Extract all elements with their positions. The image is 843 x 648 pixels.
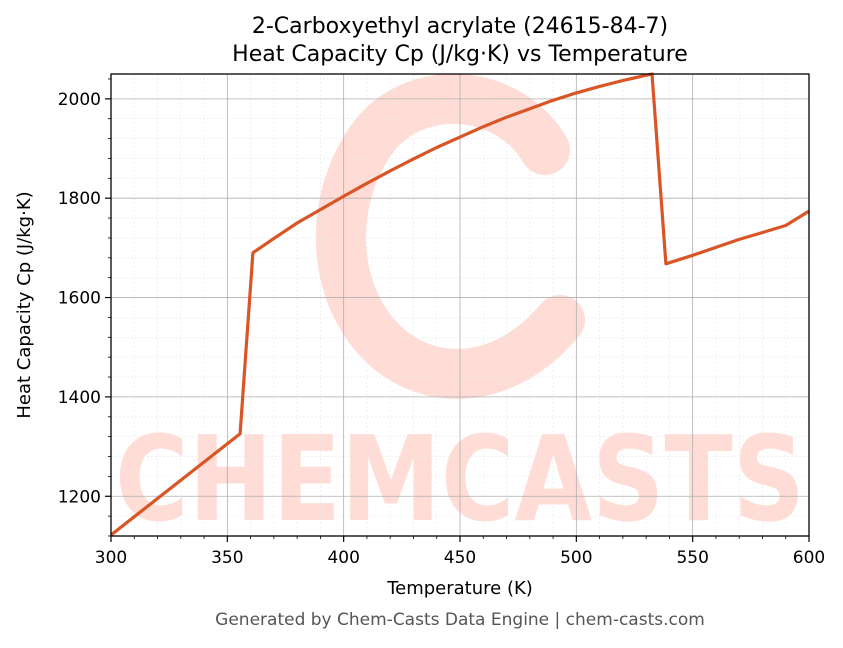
x-tick-label: 450	[444, 548, 476, 568]
watermark-logo-swirl	[449, 92, 555, 148]
y-tick-label: 2000	[58, 90, 101, 110]
y-tick-label: 1200	[58, 487, 101, 507]
y-tick-label: 1600	[58, 289, 101, 309]
y-tick-label: 1800	[58, 189, 101, 209]
y-axis-ticks: 1200 1400 1600 1800 2000	[58, 78, 111, 537]
x-tick-label: 300	[95, 548, 127, 568]
x-axis-label: Temperature (K)	[386, 578, 533, 599]
y-tick-label: 1400	[58, 388, 101, 408]
chart-title-line1: 2-Carboxyethyl acrylate (24615-84-7)	[252, 14, 668, 39]
x-tick-label: 500	[560, 548, 592, 568]
x-tick-label: 400	[327, 548, 359, 568]
cp-series-line	[110, 72, 810, 537]
y-axis-label: Heat Capacity Cp (J/kg·K)	[14, 191, 35, 418]
x-tick-label: 550	[676, 548, 708, 568]
chart-title-line2: Heat Capacity Cp (J/kg·K) vs Temperature	[232, 42, 688, 67]
x-tick-label: 600	[793, 548, 825, 568]
x-tick-label: 350	[211, 548, 243, 568]
x-axis-ticks: 300 350 400 450 500 550 600	[95, 536, 825, 568]
footer-credit: Generated by Chem-Casts Data Engine | ch…	[215, 610, 705, 630]
